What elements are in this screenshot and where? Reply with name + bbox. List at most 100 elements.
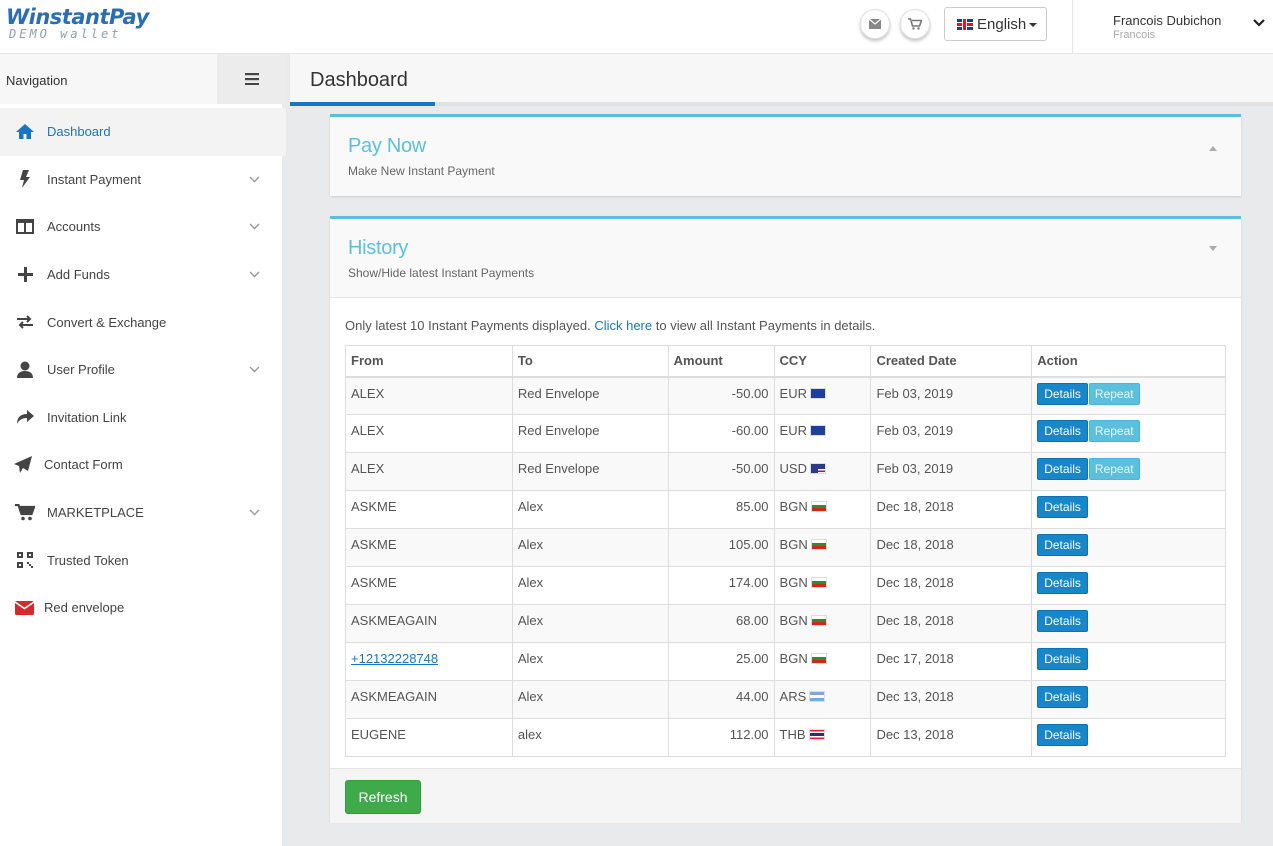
- ccy-code: USD: [779, 461, 807, 476]
- cell-action: Details: [1031, 680, 1226, 719]
- sidebar-item-convert-exchange[interactable]: Convert & Exchange: [0, 298, 286, 346]
- collapse-down-icon[interactable]: [1209, 246, 1217, 251]
- cell-action: Details: [1031, 566, 1226, 605]
- table-header-row: From To Amount CCY Created Date Action: [345, 345, 1226, 378]
- cell-action: Details: [1031, 642, 1226, 681]
- sidebar-item-label: Invitation Link: [47, 409, 127, 425]
- details-button[interactable]: Details: [1037, 534, 1088, 556]
- view-all-link[interactable]: Click here: [594, 318, 653, 333]
- sidebar-item-trusted-token[interactable]: Trusted Token: [0, 536, 286, 584]
- ccy-code: EUR: [779, 385, 807, 401]
- details-button[interactable]: Details: [1037, 382, 1088, 405]
- sidebar-item-red-envelope[interactable]: Red envelope: [0, 584, 286, 632]
- sidebar-item-contact-form[interactable]: Contact Form: [0, 441, 286, 489]
- repeat-button[interactable]: Repeat: [1088, 382, 1140, 405]
- logo-tagline: DEMO wallet: [9, 27, 122, 41]
- sidebar-item-add-funds[interactable]: Add Funds: [0, 251, 286, 299]
- refresh-button[interactable]: Refresh: [345, 780, 421, 814]
- ccy-code: BGN: [779, 537, 808, 552]
- column-header-to[interactable]: To: [511, 345, 669, 378]
- cell-to: Red Envelope: [511, 414, 669, 453]
- cell-ccy: THB: [773, 718, 872, 757]
- cell-action: Details Repeat: [1031, 414, 1226, 453]
- sidebar-header: Navigation: [0, 54, 286, 104]
- details-button[interactable]: Details: [1037, 420, 1088, 442]
- collapse-up-icon[interactable]: [1209, 146, 1217, 151]
- history-subtitle: Show/Hide latest Instant Payments: [348, 266, 535, 280]
- sidebar-title: Navigation: [6, 73, 68, 88]
- envelope-icon: [13, 598, 35, 618]
- details-button[interactable]: Details: [1037, 724, 1088, 746]
- envelope-icon: [869, 19, 881, 29]
- sidebar-item-invitation-link[interactable]: Invitation Link: [0, 394, 286, 442]
- sidebar-item-label: Add Funds: [47, 267, 110, 283]
- chevron-down-icon: [249, 271, 260, 278]
- eu-flag-icon: [809, 425, 826, 436]
- cell-to: Red Envelope: [511, 452, 669, 491]
- table-row: ALEX Red Envelope -50.00 USD Feb 03, 201…: [345, 452, 1226, 491]
- column-header-action: Action: [1031, 345, 1226, 378]
- cell-to: Alex: [511, 642, 669, 681]
- ccy-code: EUR: [779, 423, 807, 438]
- cell-amount: -60.00: [667, 414, 775, 453]
- sidebar-item-user-profile[interactable]: User Profile: [0, 346, 286, 394]
- column-header-amount[interactable]: Amount: [667, 345, 775, 378]
- cell-ccy: BGN: [773, 566, 872, 605]
- pay-now-title[interactable]: Pay Now: [348, 135, 426, 157]
- sidebar-item-accounts[interactable]: Accounts: [0, 203, 286, 251]
- repeat-button[interactable]: Repeat: [1088, 458, 1140, 480]
- column-header-from[interactable]: From: [345, 345, 513, 378]
- details-button[interactable]: Details: [1037, 496, 1088, 518]
- user-menu[interactable]: Francois Dubichon Francois: [1072, 0, 1273, 54]
- qrcode-icon: [14, 550, 36, 570]
- cell-amount: -50.00: [667, 376, 775, 415]
- cell-ccy: BGN: [773, 604, 872, 643]
- table-row: EUGENE alex 112.00 THB Dec 13, 2018 Deta…: [345, 718, 1226, 757]
- cell-ccy: BGN: [773, 490, 872, 529]
- cell-amount: 68.00: [667, 604, 775, 643]
- sidebar-item-marketplace[interactable]: MARKETPLACE: [0, 489, 286, 537]
- sidebar-item-dashboard[interactable]: Dashboard: [0, 108, 286, 156]
- cell-date: Dec 18, 2018: [870, 528, 1033, 567]
- messages-button[interactable]: [860, 9, 890, 39]
- sidebar-toggle-button[interactable]: [217, 54, 286, 104]
- chevron-down-icon: [249, 366, 260, 373]
- repeat-button[interactable]: Repeat: [1088, 420, 1140, 442]
- cell-date: Feb 03, 2019: [870, 376, 1033, 415]
- logo[interactable]: WinstantPay DEMO wallet: [6, 6, 149, 40]
- sidebar-item-instant-payment[interactable]: Instant Payment: [0, 156, 286, 204]
- cell-action: Details Repeat: [1031, 452, 1226, 491]
- cell-amount: 25.00: [667, 642, 775, 681]
- column-header-created-date[interactable]: Created Date: [870, 345, 1033, 378]
- history-info: Only latest 10 Instant Payments displaye…: [345, 318, 875, 333]
- details-button[interactable]: Details: [1037, 572, 1088, 594]
- history-panel: History Show/Hide latest Instant Payment…: [330, 216, 1241, 823]
- cart-button[interactable]: [900, 9, 930, 39]
- ccy-code: BGN: [779, 613, 808, 628]
- details-button[interactable]: Details: [1037, 458, 1088, 480]
- cell-to: Red Envelope: [511, 376, 669, 415]
- cell-to: Alex: [511, 604, 669, 643]
- columns-icon: [14, 217, 36, 237]
- details-button[interactable]: Details: [1037, 648, 1088, 670]
- history-title[interactable]: History: [348, 237, 409, 259]
- cell-action: Details: [1031, 528, 1226, 567]
- chevron-down-icon: [249, 176, 260, 183]
- details-button[interactable]: Details: [1037, 686, 1088, 708]
- paper-plane-icon: [12, 455, 34, 475]
- cell-to: Alex: [511, 528, 669, 567]
- cell-from: ASKME: [345, 528, 513, 567]
- language-dropdown[interactable]: English: [944, 7, 1047, 41]
- cell-action: Details Repeat: [1031, 376, 1226, 415]
- history-info-prefix: Only latest 10 Instant Payments displaye…: [345, 318, 591, 333]
- sidebar-item-label: Convert & Exchange: [47, 314, 167, 330]
- cell-to: Alex: [511, 566, 669, 605]
- cell-ccy: USD: [773, 452, 872, 491]
- column-header-ccy[interactable]: CCY: [773, 345, 872, 378]
- exchange-icon: [14, 312, 36, 332]
- chevron-down-icon: [249, 509, 260, 516]
- bg-flag-icon: [810, 653, 827, 664]
- phone-link[interactable]: +12132228748: [351, 651, 439, 666]
- history-body: Only latest 10 Instant Payments displaye…: [330, 297, 1241, 768]
- details-button[interactable]: Details: [1037, 610, 1088, 632]
